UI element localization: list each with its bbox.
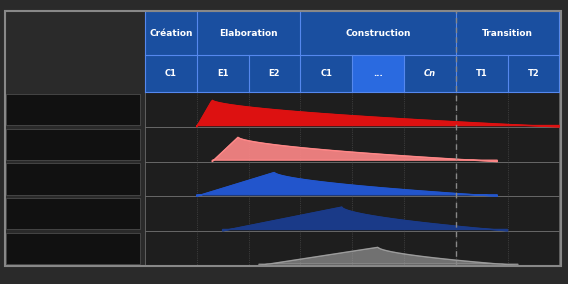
Text: Transition: Transition <box>482 29 533 38</box>
Bar <box>6 129 140 160</box>
Bar <box>145 55 559 92</box>
Text: T2: T2 <box>528 69 540 78</box>
Bar <box>5 11 561 266</box>
Polygon shape <box>197 173 498 196</box>
Bar <box>145 162 559 196</box>
Text: C1: C1 <box>165 69 177 78</box>
Text: T1: T1 <box>476 69 487 78</box>
Text: ...: ... <box>373 69 383 78</box>
Bar <box>6 198 140 229</box>
Text: C1: C1 <box>320 69 332 78</box>
Text: Création: Création <box>149 29 193 38</box>
Text: Cn: Cn <box>424 69 436 78</box>
Bar <box>145 127 559 162</box>
Bar <box>145 231 559 266</box>
Polygon shape <box>223 207 508 231</box>
Polygon shape <box>259 247 518 266</box>
Text: E1: E1 <box>217 69 228 78</box>
Bar <box>145 196 559 231</box>
Polygon shape <box>212 137 498 162</box>
Bar <box>6 233 140 264</box>
Bar <box>6 163 140 195</box>
Bar <box>6 94 140 125</box>
Text: E2: E2 <box>269 69 280 78</box>
Text: Elaboration: Elaboration <box>219 29 278 38</box>
Text: Construction: Construction <box>345 29 411 38</box>
Polygon shape <box>197 101 559 127</box>
Bar <box>352 55 404 92</box>
Bar <box>145 92 559 127</box>
Bar <box>145 11 559 55</box>
